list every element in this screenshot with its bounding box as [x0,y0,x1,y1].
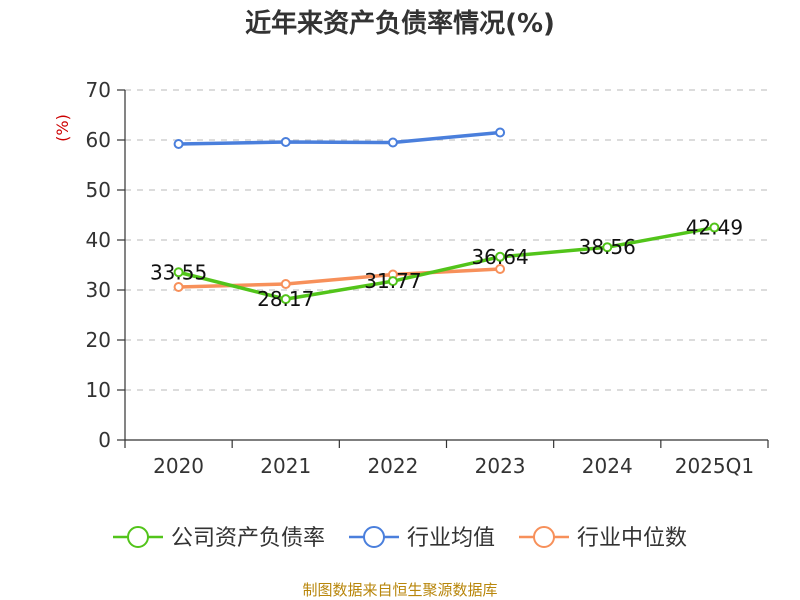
legend-label: 行业中位数 [577,526,687,551]
legend-marker-icon [533,526,555,548]
data-point [173,267,184,278]
legend-item: 行业中位数 [519,526,687,551]
data-label: 42.49 [686,216,743,240]
data-point [387,276,398,287]
x-tick-label: 2024 [582,454,633,478]
data-label: 28.17 [257,287,314,311]
data-point [387,137,398,148]
data-point [495,251,506,262]
y-tick-label: 70 [86,78,111,102]
source-note: 制图数据来自恒生聚源数据库 [302,581,497,599]
data-label: 31.77 [364,269,421,293]
y-axis-unit: (%) [53,114,72,142]
data-point [495,264,506,274]
legend-item: 公司资产负债率 [113,526,325,551]
y-tick-label: 60 [86,128,111,152]
data-point [280,279,291,289]
x-tick-label: 2022 [367,454,418,478]
data-point [495,127,506,138]
legend-marker-icon [127,526,149,548]
series-line [178,130,501,146]
x-tick-label: 2025Q1 [675,454,754,478]
data-point [280,137,291,147]
data-labels: 33.55 28.17 31.77 36.64 38.56 42.49 [150,216,743,312]
x-tick-label: 2020 [153,454,204,478]
y-tick-label: 10 [86,378,111,402]
legend-item: 行业均值 [349,526,495,551]
legend-label: 行业均值 [407,526,495,551]
y-tick-label: 50 [86,178,111,202]
data-label: 33.55 [150,260,207,284]
y-tick-label: 20 [86,328,111,352]
x-tick-label: 2021 [260,454,311,478]
y-tick-label: 40 [86,228,111,252]
legend-label: 公司资产负债率 [171,526,325,551]
data-point [280,294,291,305]
data-point [173,139,184,149]
data-label: 36.64 [471,245,528,269]
chart-title: 近年来资产负债率情况(%) [245,8,555,39]
series-line [178,225,715,301]
y-tick-label: 30 [86,278,111,302]
data-point [709,222,720,233]
series [173,127,720,305]
grid [125,89,768,391]
x-tick-label: 2023 [475,454,526,478]
y-tick-label: 0 [98,428,111,452]
data-point [602,242,613,253]
data-point [173,282,184,292]
legend-marker-icon [363,526,385,548]
legend: 公司资产负债率 行业均值 行业中位数 [113,526,687,551]
data-label: 38.56 [579,235,636,259]
axes: 0 10 20 30 40 50 60 70 2020 2021 2022 2023 2024 2025Q… [86,78,769,478]
